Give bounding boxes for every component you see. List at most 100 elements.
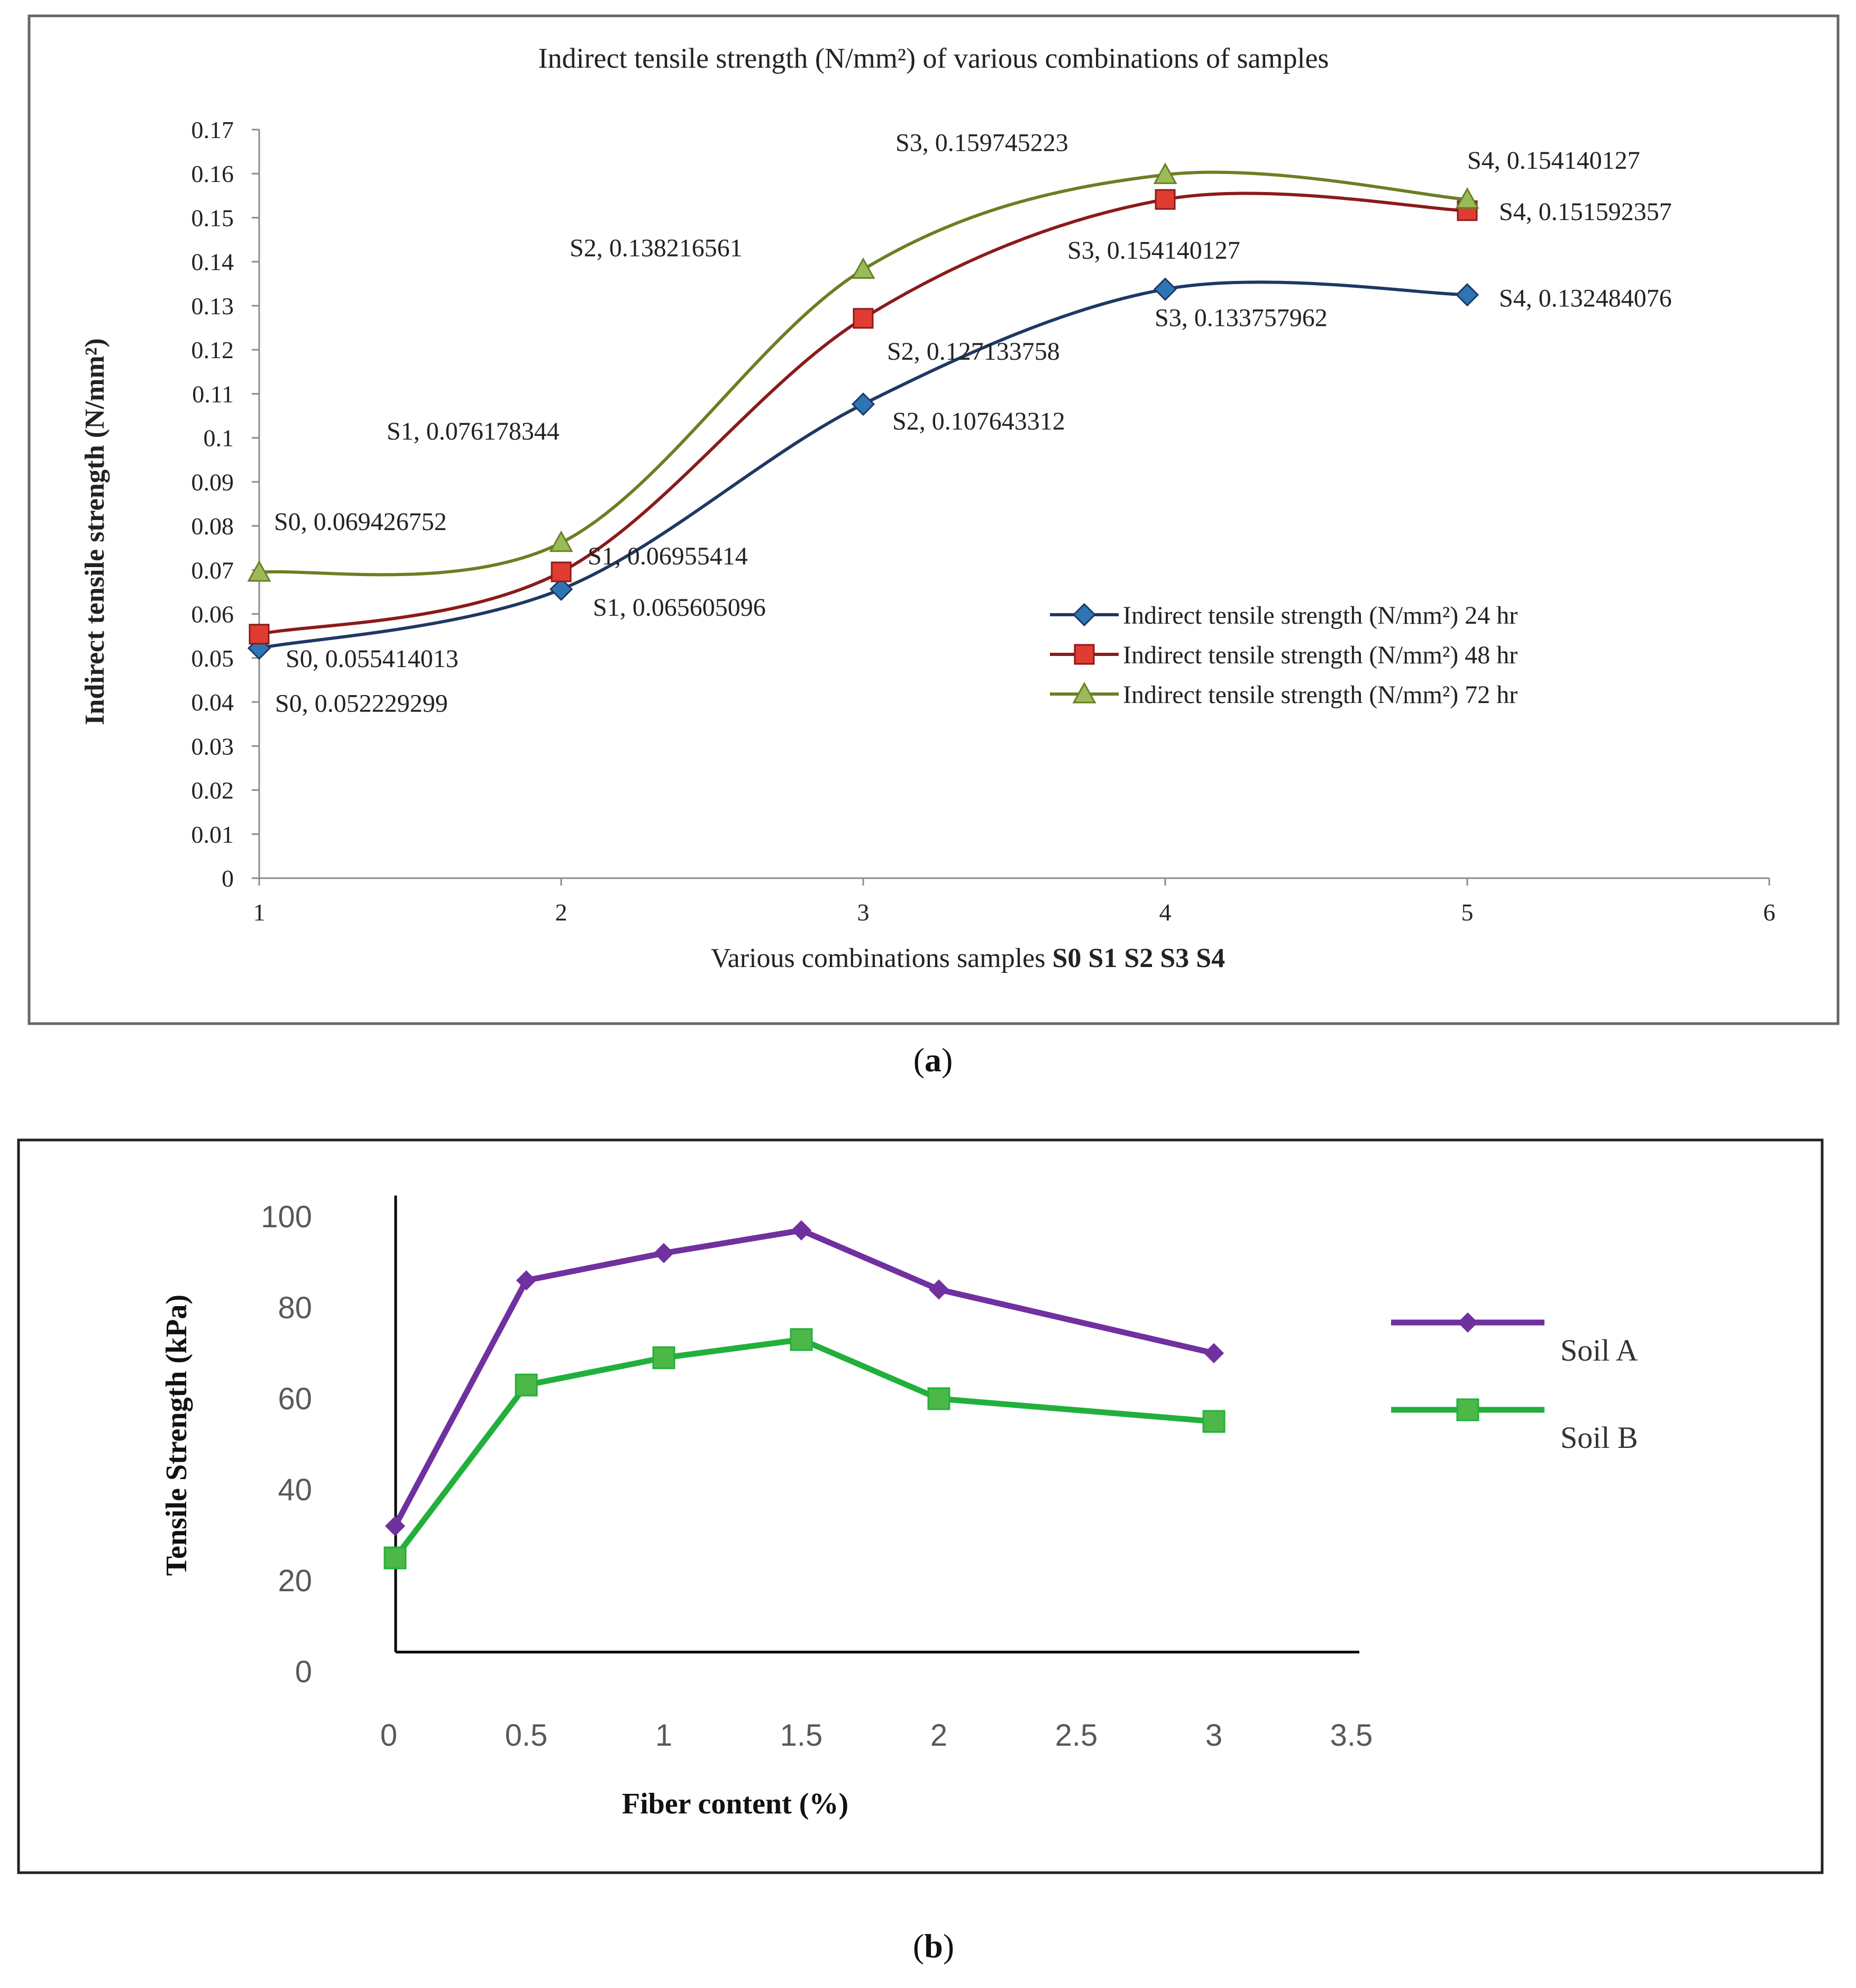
panel-b-y-tick-label: 100 [261,1200,312,1234]
caption-a: (a) [913,1041,953,1079]
panel-b-point-square [383,1546,407,1570]
panel-b-point-diamond [791,1220,812,1241]
panel-a-x-axis-label-prefix: Various combinations samples [711,943,1053,973]
panel-b-legend-marker-diamond [1457,1312,1478,1333]
panel-a-legend-label: Indirect tensile strength (N/mm²) 48 hr [1123,641,1517,669]
panel-b-legend-label: Soil A [1560,1333,1638,1367]
panel-a-point-square [551,561,572,582]
panel-a-point-triangle [1455,187,1479,209]
panel-a-data-label: S4, 0.151592357 [1499,198,1672,226]
panel-a-data-label: S1, 0.065605096 [593,594,766,622]
panel-a-data-label: S0, 0.052229299 [275,689,448,717]
panel-a-data-label: S3, 0.154140127 [1067,236,1240,265]
panel-b-series-line-2 [392,1336,1214,1560]
panel-a-data-label: S0, 0.055414013 [286,645,459,673]
panel-b-y-axis-label: Tensile Strength (kPa) [160,1294,193,1576]
panel-a-y-tick-label: 0.14 [191,249,234,276]
panel-a-y-tick-label: 0.03 [191,733,234,760]
panel-b-x-tick-label: 2.5 [1055,1718,1098,1753]
panel-a-y-tick-label: 0.06 [191,601,234,628]
panel-a-point-triangle [549,530,573,552]
panel-a-y-tick-label: 0.15 [191,204,234,231]
panel-a-point-triangle [247,560,271,582]
panel-a-y-tick-label: 0.17 [191,116,234,143]
panel-b-x-tick-label: 2 [930,1718,947,1753]
panel-a-legend-marker-diamond [1072,603,1096,627]
caption-b-letter: b [924,1927,943,1965]
panel-b-legend-marker-square [1456,1398,1479,1421]
panel-b-x-tick-label: 1 [655,1718,672,1753]
panel-b-series-line-1 [392,1227,1215,1528]
panel-a-y-tick-label: 0.12 [191,336,234,363]
panel-a-point-triangle [851,257,875,279]
panel-a-data-label: S2, 0.127133758 [887,338,1060,366]
panel-a-y-tick-label: 0.13 [191,293,234,320]
panel-b-frame [17,1138,1824,1874]
panel-b-y-tick-label: 20 [278,1564,312,1598]
panel-a-point-diamond [549,577,573,601]
panel-b-y-tick-label: 80 [278,1291,312,1325]
panel-a-y-tick-label: 0.1 [204,425,234,452]
panel-b-x-tick-label: 0 [380,1718,397,1753]
panel-b-point-square [515,1373,538,1397]
panel-a-y-tick-label: 0.01 [191,821,234,848]
panel-b-plot: 0 20 40 60 80 100 0 0.5 1 1.5 2 2.5 3 3.5 Soil A Soil B [261,1196,1638,1753]
panel-a-plot: 0 0.01 0.02 0.03 0.04 0.05 0.06 0.07 0.08 0.09 0.1… [191,116,1776,926]
panel-b-point-square [790,1328,813,1351]
panel-a-legend-label: Indirect tensile strength (N/mm²) 72 hr [1123,681,1517,709]
panel-a-data-label: S2, 0.138216561 [570,234,743,262]
panel-a-title: Indirect tensile strength (N/mm²) of var… [538,42,1329,74]
panel-b-x-tick-label: 3.5 [1330,1718,1373,1753]
panel-a-x-tick-label: 6 [1763,899,1776,926]
panel-a-y-tick-label: 0 [222,865,234,892]
panel-a-data-label: S4, 0.154140127 [1467,147,1640,175]
panel-a-point-triangle [1153,162,1177,184]
panel-a-point-square [1155,189,1176,210]
panel-a-y-tick-label: 0.09 [191,469,234,496]
panel-a-legend-marker-triangle [1072,681,1096,704]
panel-b-y-tick-label: 60 [278,1382,312,1416]
panel-a-x-tick-label: 2 [555,899,568,926]
panel-a-legend-label: Indirect tensile strength (N/mm²) 24 hr [1123,601,1517,630]
panel-b-legend-label: Soil B [1560,1420,1638,1455]
panel-b-point-square [1202,1410,1226,1433]
panel-b-y-tick-label: 40 [278,1473,312,1507]
panel-b-point-square [652,1346,675,1370]
panel-b-point-diamond [385,1516,406,1536]
panel-a-point-square [853,308,874,329]
panel-a-data-label: S3, 0.159745223 [895,129,1068,157]
panel-a-data-label: S2, 0.107643312 [892,407,1065,435]
panel-b-point-square [927,1387,950,1410]
panel-a-y-axis-label: Indirect tensile strength (N/mm²) [80,338,110,725]
panel-a-point-diamond [851,392,875,416]
panel-a-y-tick-label: 0.08 [191,513,234,540]
panel-a-data-label: S4, 0.132484076 [1499,284,1672,312]
panel-a-y-tick-label: 0.05 [191,645,234,672]
panel-a-y-tick-label: 0.04 [191,689,234,716]
panel-b-y-tick-label: 0 [295,1655,312,1689]
panel-a-y-tick-label: 0.16 [191,160,234,187]
panel-b-x-tick-label: 0.5 [505,1718,548,1753]
panel-a-y-tick-label: 0.11 [192,380,234,407]
panel-b-point-diamond [928,1279,949,1300]
panel-a-x-tick-label: 1 [253,899,266,926]
panel-a-point-square [249,624,270,645]
panel-a-data-label: S3, 0.133757962 [1155,304,1328,332]
panel-a-x-axis-label-samples: S0 S1 S2 S3 S4 [1052,943,1225,973]
caption-b: (b) [913,1927,954,1965]
panel-a-x-axis-label: Various combinations samples S0 S1 S2 S3… [711,943,1225,973]
panel-a-legend-marker-square [1074,644,1095,665]
caption-a-letter: a [925,1041,941,1079]
panel-a-data-label: S1, 0.06955414 [588,542,748,570]
panel-a-data-label: S0, 0.069426752 [274,508,447,536]
panel-a-data-label: S1, 0.076178344 [387,417,560,445]
panel-a-y-tick-label: 0.02 [191,777,234,804]
panel-b-x-axis-label: Fiber content (%) [622,1788,848,1820]
panel-a-point-diamond [1455,283,1479,307]
panel-b-point-diamond [653,1243,674,1263]
panel-a-frame [28,14,1840,1025]
panel-a-x-tick-label: 4 [1159,899,1172,926]
panel-b-x-tick-label: 1.5 [780,1718,823,1753]
panel-a-point-diamond [1153,277,1177,301]
